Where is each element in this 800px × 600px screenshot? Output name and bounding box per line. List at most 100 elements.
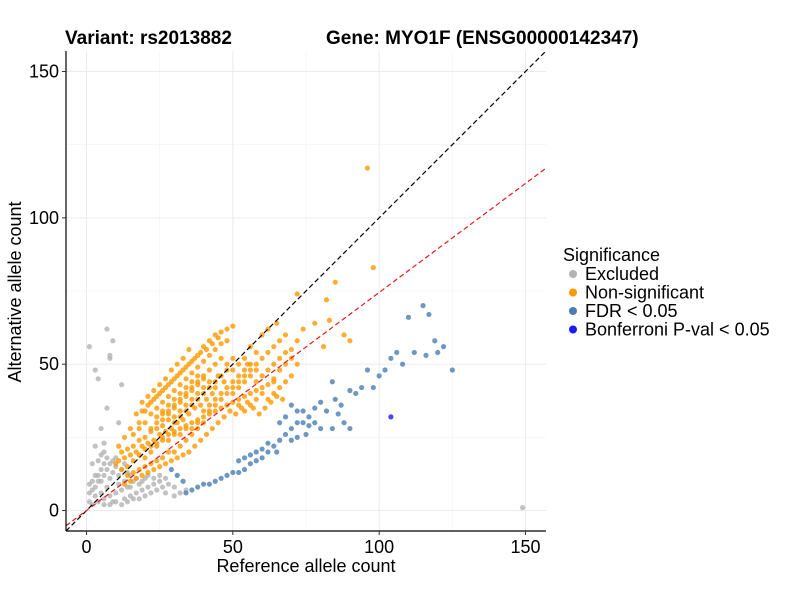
- data-point: [312, 320, 318, 326]
- data-point: [312, 405, 318, 411]
- data-point: [101, 472, 107, 478]
- data-point: [432, 338, 438, 344]
- data-point: [423, 352, 429, 358]
- data-point: [113, 499, 119, 505]
- data-point: [294, 408, 300, 414]
- data-point: [124, 499, 131, 505]
- data-point: [212, 478, 218, 484]
- data-point: [162, 461, 169, 467]
- data-point: [277, 384, 283, 391]
- data-point: [159, 484, 166, 490]
- data-point: [318, 399, 324, 405]
- data-point: [288, 437, 294, 443]
- data-point: [145, 484, 151, 490]
- data-point: [271, 443, 277, 449]
- data-point: [98, 466, 104, 473]
- data-point: [189, 396, 195, 402]
- data-point: [230, 390, 236, 397]
- data-point: [154, 425, 160, 432]
- data-point: [241, 379, 248, 385]
- data-point: [259, 446, 265, 452]
- data-point: [274, 393, 280, 399]
- y-tick-label: 0: [49, 501, 59, 521]
- data-point: [107, 502, 113, 508]
- data-point: [171, 493, 177, 499]
- data-point: [95, 376, 101, 382]
- y-axis-title: Alternative allele count: [5, 201, 25, 382]
- data-point: [253, 379, 259, 385]
- data-point: [121, 434, 128, 440]
- series-bonferroni-p-val-0-05: [388, 414, 394, 420]
- data-point: [171, 414, 177, 420]
- data-point: [241, 393, 248, 399]
- data-point: [189, 387, 195, 394]
- data-point: [86, 490, 93, 496]
- data-point: [253, 367, 259, 373]
- data-point: [247, 361, 253, 367]
- data-point: [148, 461, 154, 467]
- data-point: [200, 376, 207, 382]
- data-point: [218, 355, 224, 361]
- data-point: [335, 411, 341, 417]
- data-point: [145, 469, 151, 476]
- data-point: [277, 367, 283, 373]
- data-point: [116, 420, 122, 426]
- data-point: [236, 469, 242, 476]
- data-point: [206, 379, 213, 385]
- x-tick-label: 0: [81, 537, 91, 557]
- data-point: [168, 466, 174, 473]
- data-point: [142, 493, 148, 499]
- data-point: [212, 396, 218, 402]
- data-point: [323, 297, 330, 303]
- data-point: [124, 472, 131, 478]
- data-point: [338, 402, 344, 408]
- data-point: [127, 452, 133, 458]
- data-point: [399, 361, 406, 367]
- reference-lines: [65, 50, 547, 532]
- data-point: [347, 425, 353, 432]
- data-point: [183, 376, 189, 382]
- data-point: [288, 402, 294, 408]
- data-point: [136, 420, 142, 426]
- data-point: [253, 449, 259, 455]
- data-point: [394, 349, 400, 356]
- data-point: [195, 364, 201, 370]
- data-point: [168, 367, 174, 373]
- data-point: [121, 481, 128, 487]
- data-point: [282, 349, 289, 356]
- data-point: [101, 461, 107, 467]
- data-point: [241, 367, 248, 373]
- data-point: [189, 358, 195, 364]
- data-point: [241, 455, 248, 461]
- data-point: [171, 387, 177, 394]
- data-point: [159, 423, 166, 429]
- data-point: [203, 431, 210, 438]
- data-point: [119, 449, 125, 455]
- data-point: [107, 475, 113, 481]
- data-point: [265, 440, 271, 446]
- data-point: [282, 332, 289, 338]
- data-point: [148, 411, 154, 417]
- data-point: [200, 358, 207, 364]
- data-point: [139, 472, 145, 478]
- data-point: [253, 361, 259, 367]
- data-point: [89, 461, 95, 467]
- data-point: [200, 414, 207, 420]
- data-point: [326, 317, 333, 323]
- data-point: [250, 405, 256, 411]
- data-point: [183, 490, 189, 496]
- data-point: [230, 367, 236, 373]
- data-point: [195, 425, 201, 432]
- data-point: [124, 446, 131, 452]
- data-point: [110, 469, 116, 476]
- data-point: [101, 496, 107, 502]
- data-point: [162, 475, 169, 481]
- data-point: [221, 414, 227, 420]
- data-point: [162, 376, 169, 382]
- data-point: [119, 502, 125, 508]
- data-point: [294, 291, 300, 297]
- data-point: [233, 411, 239, 417]
- data-point: [294, 434, 300, 440]
- data-point: [230, 355, 236, 361]
